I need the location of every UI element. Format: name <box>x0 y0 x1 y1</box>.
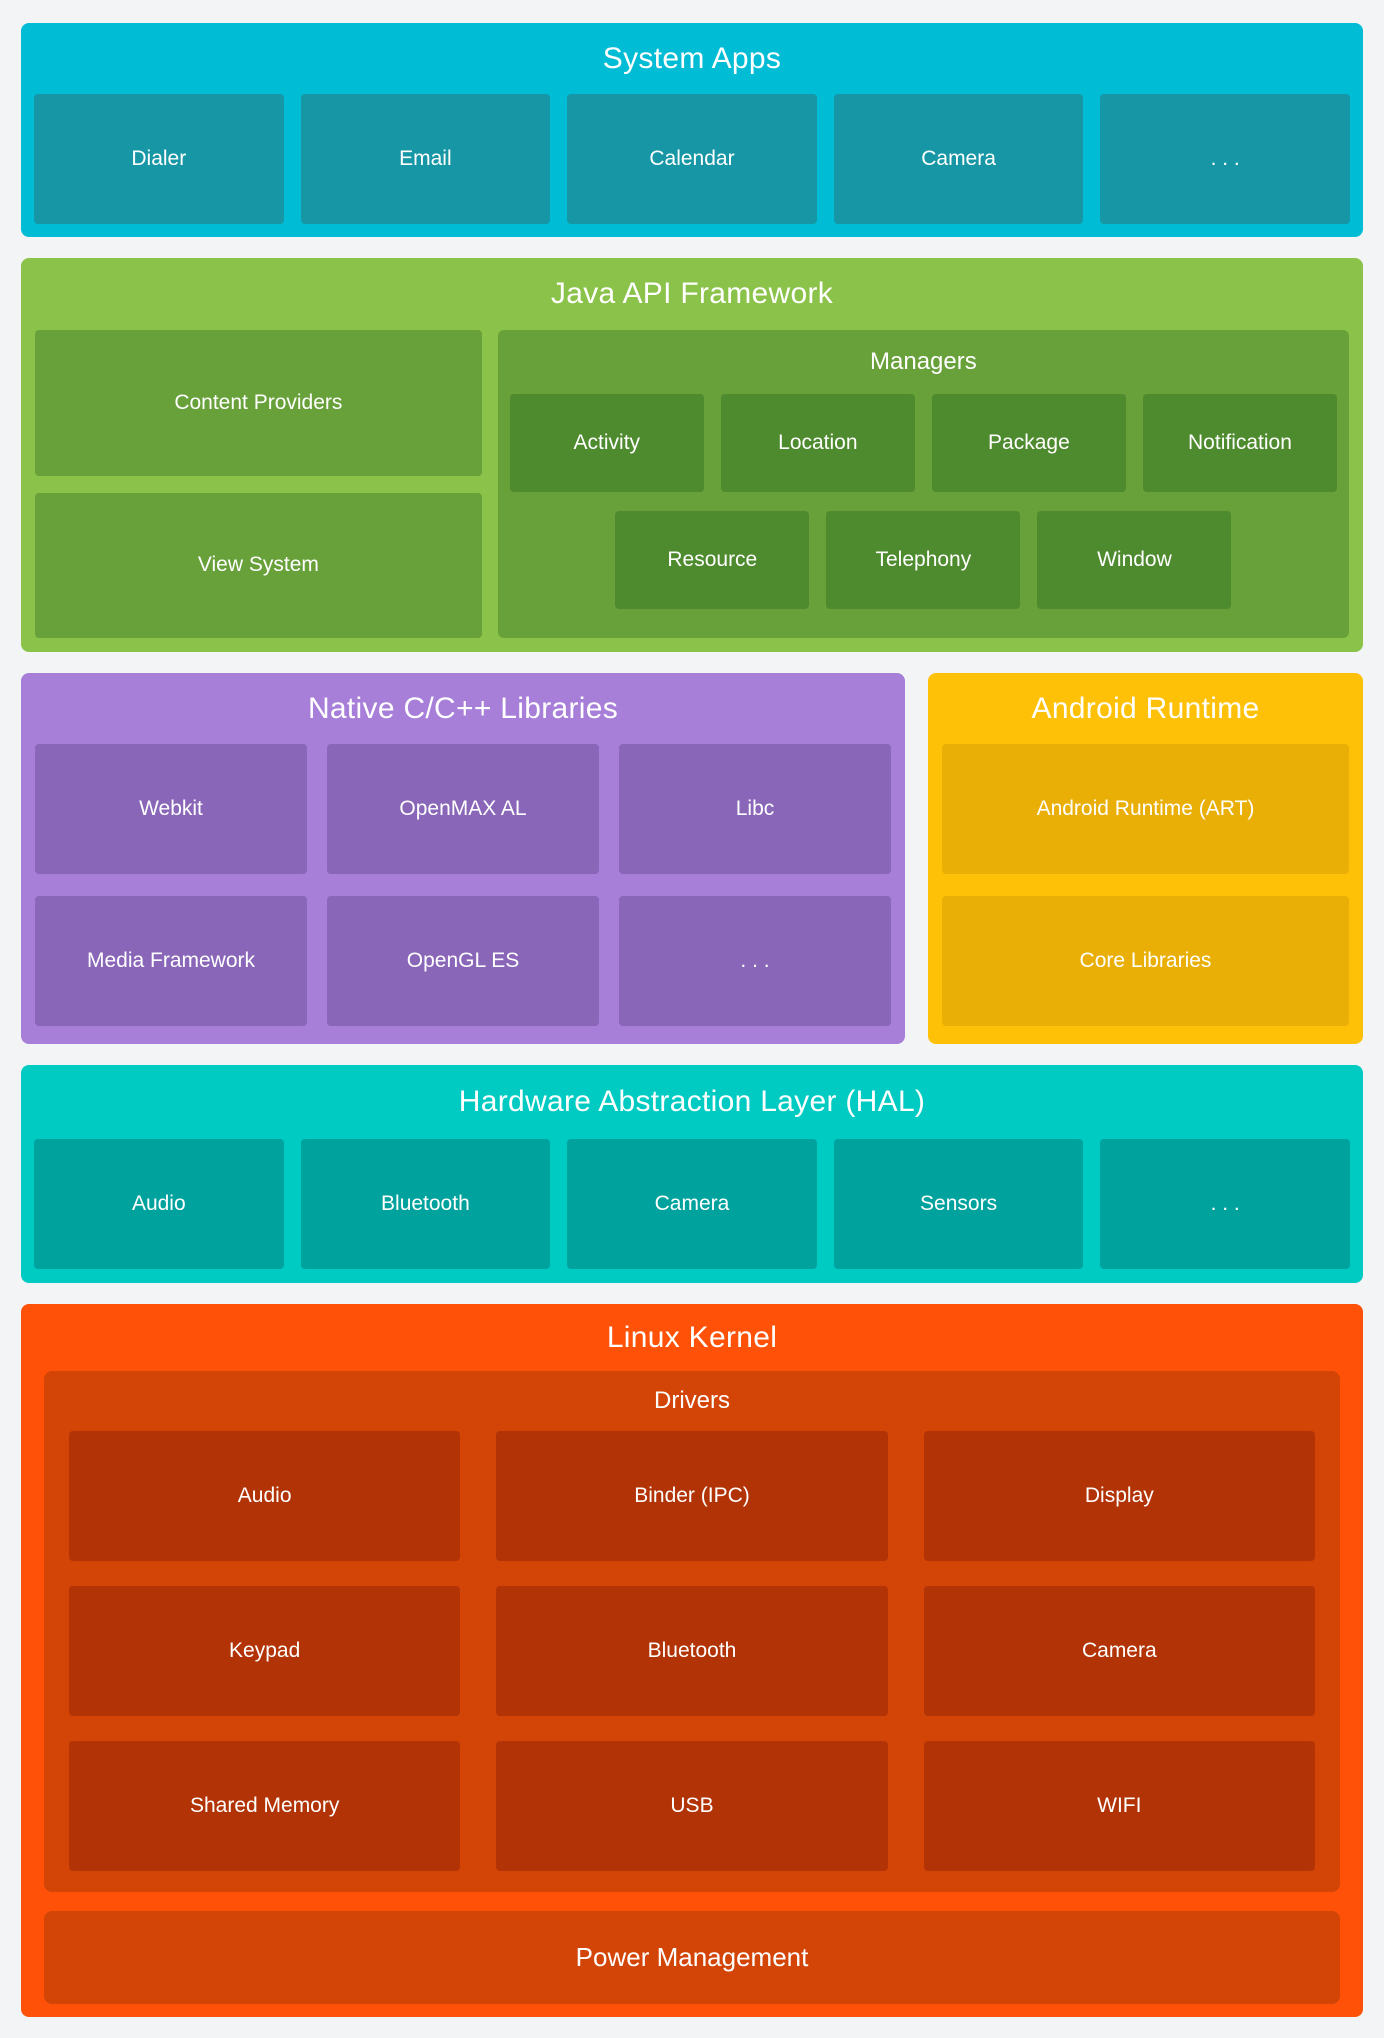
box-location-manager: Location <box>720 394 915 492</box>
box-more-hal: . . . <box>1100 1139 1350 1269</box>
box-activity-manager: Activity <box>509 394 704 492</box>
box-shared-memory-driver: Shared Memory <box>69 1741 461 1871</box>
box-view-system: View System <box>35 492 482 638</box>
box-bluetooth-driver: Bluetooth <box>496 1586 888 1716</box>
box-opengl-es: OpenGL ES <box>327 896 599 1026</box>
managers-row-2: Resource Telephony Window <box>498 511 1349 609</box>
system-apps-row: Dialer Email Calendar Camera . . . <box>21 94 1363 224</box>
box-audio-driver: Audio <box>69 1431 461 1561</box>
box-telephony-manager: Telephony <box>826 511 1021 609</box>
box-more-apps: . . . <box>1100 94 1350 224</box>
java-api-title: Java API Framework <box>550 277 834 310</box>
box-keypad-driver: Keypad <box>69 1586 461 1716</box>
box-notification-manager: Notification <box>1142 394 1337 492</box>
box-calendar: Calendar <box>567 94 817 224</box>
box-content-providers: Content Providers <box>35 330 482 476</box>
box-package-manager: Package <box>931 394 1126 492</box>
drivers-row-1: Audio Binder (IPC) Display <box>44 1431 1340 1561</box>
box-power-management: Power Management <box>44 1911 1340 2004</box>
layer-android-runtime: Android Runtime Android Runtime (ART) Co… <box>928 673 1363 1044</box>
android-runtime-column: Android Runtime (ART) Core Libraries <box>928 744 1363 1026</box>
box-wifi-driver: WIFI <box>923 1741 1315 1871</box>
native-libraries-row-1: Webkit OpenMAX AL Libc <box>35 744 891 874</box>
box-core-libraries: Core Libraries <box>942 896 1349 1026</box>
box-sensors-hal: Sensors <box>833 1139 1084 1269</box>
java-api-left-column: Content Providers View System <box>35 330 482 638</box>
box-more-libs: . . . <box>619 896 891 1026</box>
box-camera-hal: Camera <box>567 1139 817 1269</box>
box-resource-manager: Resource <box>615 511 810 609</box>
java-api-body: Content Providers View System Managers A… <box>21 330 1363 652</box>
linux-kernel-title: Linux Kernel <box>606 1320 778 1354</box>
managers-title: Managers <box>870 348 977 375</box>
box-window-manager: Window <box>1037 511 1232 609</box>
android-runtime-title: Android Runtime <box>1031 691 1260 725</box>
libs-runtime-row: Native C/C++ Libraries Webkit OpenMAX AL… <box>21 673 1363 1044</box>
layer-system-apps: System Apps Dialer Email Calendar Camera… <box>21 23 1363 237</box>
box-camera-driver: Camera <box>923 1586 1315 1716</box>
drivers-title: Drivers <box>654 1387 730 1414</box>
native-libraries-title: Native C/C++ Libraries <box>307 691 619 725</box>
layer-linux-kernel: Linux Kernel Drivers Audio Binder (IPC) … <box>21 1304 1363 2017</box>
box-webkit: Webkit <box>35 744 307 874</box>
managers-row-1: Activity Location Package Notification <box>498 394 1349 492</box>
layer-native-libraries: Native C/C++ Libraries Webkit OpenMAX AL… <box>21 673 905 1044</box>
box-art: Android Runtime (ART) <box>942 744 1349 874</box>
box-email: Email <box>300 94 551 224</box>
drivers-panel: Drivers Audio Binder (IPC) Display Keypa… <box>44 1371 1340 1892</box>
box-libc: Libc <box>619 744 891 874</box>
drivers-row-2: Keypad Bluetooth Camera <box>44 1586 1340 1716</box>
box-media-framework: Media Framework <box>35 896 307 1026</box>
native-libraries-grid: Webkit OpenMAX AL Libc Media Framework O… <box>21 744 905 1026</box>
system-apps-title: System Apps <box>602 41 782 75</box>
box-bluetooth-hal: Bluetooth <box>300 1139 551 1269</box>
hal-row: Audio Bluetooth Camera Sensors . . . <box>21 1139 1363 1269</box>
native-libraries-row-2: Media Framework OpenGL ES . . . <box>35 896 891 1026</box>
layer-hal: Hardware Abstraction Layer (HAL) Audio B… <box>21 1065 1363 1283</box>
box-usb-driver: USB <box>496 1741 888 1871</box>
box-display-driver: Display <box>923 1431 1315 1561</box>
managers-panel: Managers Activity Location Package Notif… <box>497 330 1349 638</box>
hal-title: Hardware Abstraction Layer (HAL) <box>458 1085 926 1118</box>
box-binder-ipc-driver: Binder (IPC) <box>496 1431 888 1561</box>
box-camera-app: Camera <box>833 94 1084 224</box>
box-dialer: Dialer <box>34 94 284 224</box>
box-audio-hal: Audio <box>34 1139 284 1269</box>
layer-java-api-framework: Java API Framework Content Providers Vie… <box>21 258 1363 652</box>
box-openmax-al: OpenMAX AL <box>327 744 599 874</box>
drivers-row-3: Shared Memory USB WIFI <box>44 1741 1340 1871</box>
